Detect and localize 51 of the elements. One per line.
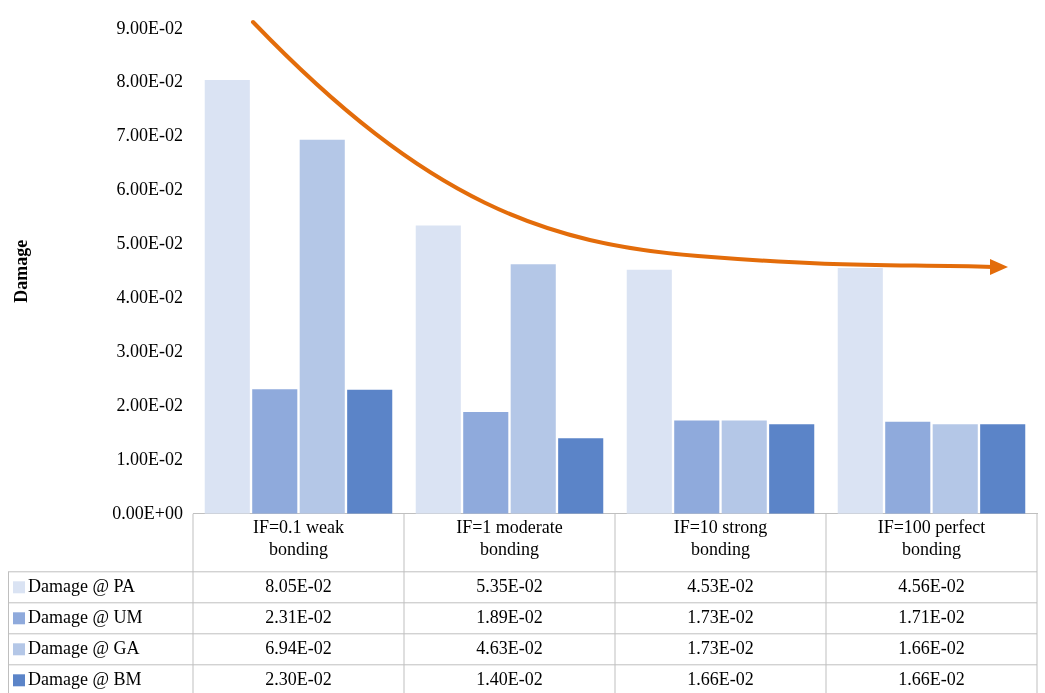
y-axis-title: Damage <box>11 239 32 303</box>
y-tick-label: 4.00E-02 <box>116 286 183 307</box>
data-label: 1.40E-02 <box>476 669 543 690</box>
data-label: 6.94E-02 <box>265 638 332 659</box>
data-label: 1.66E-02 <box>687 669 754 690</box>
bar <box>347 389 393 514</box>
legend-label: Damage @ BM <box>28 669 142 690</box>
legend-label: Damage @ UM <box>28 607 143 628</box>
bar <box>510 264 556 514</box>
bar <box>980 424 1026 514</box>
legend-label: Damage @ PA <box>28 576 135 597</box>
data-label: 1.66E-02 <box>898 669 965 690</box>
y-tick-label: 1.00E-02 <box>116 448 183 469</box>
data-label: 1.71E-02 <box>898 607 965 628</box>
bar <box>252 389 298 514</box>
bar <box>204 79 250 514</box>
data-label: 4.53E-02 <box>687 576 754 597</box>
y-tick-label: 2.00E-02 <box>116 394 183 415</box>
data-label: 1.66E-02 <box>898 638 965 659</box>
bar <box>415 225 461 514</box>
x-tick-label: IF=100 perfect bonding <box>877 517 986 559</box>
y-tick-label: 8.00E-02 <box>116 71 183 92</box>
bar <box>299 139 345 514</box>
data-label: 1.73E-02 <box>687 638 754 659</box>
y-tick-label: 5.00E-02 <box>116 233 183 254</box>
data-label: 4.63E-02 <box>476 638 543 659</box>
x-tick-label: IF=0.1 weak bonding <box>252 517 345 559</box>
y-tick-label: 6.00E-02 <box>116 179 183 200</box>
bar <box>674 420 720 514</box>
data-label: 2.30E-02 <box>265 669 332 690</box>
bar <box>463 411 509 514</box>
bar <box>721 420 767 514</box>
data-label: 4.56E-02 <box>898 576 965 597</box>
bar <box>769 424 815 514</box>
data-label: 8.05E-02 <box>265 576 332 597</box>
x-tick-label: IF=10 strong bonding <box>673 517 768 559</box>
y-tick-label: 7.00E-02 <box>116 125 183 146</box>
y-tick-label: 0.00E+00 <box>112 502 183 523</box>
data-label: 1.73E-02 <box>687 607 754 628</box>
legend-label: Damage @ GA <box>28 638 140 659</box>
bar <box>558 438 604 514</box>
data-label: 2.31E-02 <box>265 607 332 628</box>
bar <box>885 421 931 514</box>
data-label: 5.35E-02 <box>476 576 543 597</box>
y-tick-label: 3.00E-02 <box>116 340 183 361</box>
bar <box>837 268 883 514</box>
x-tick-label: IF=1 moderate bonding <box>456 517 563 559</box>
y-tick-label: 9.00E-02 <box>116 17 183 38</box>
bar <box>932 424 978 514</box>
bar <box>626 269 672 514</box>
data-label: 1.89E-02 <box>476 607 543 628</box>
